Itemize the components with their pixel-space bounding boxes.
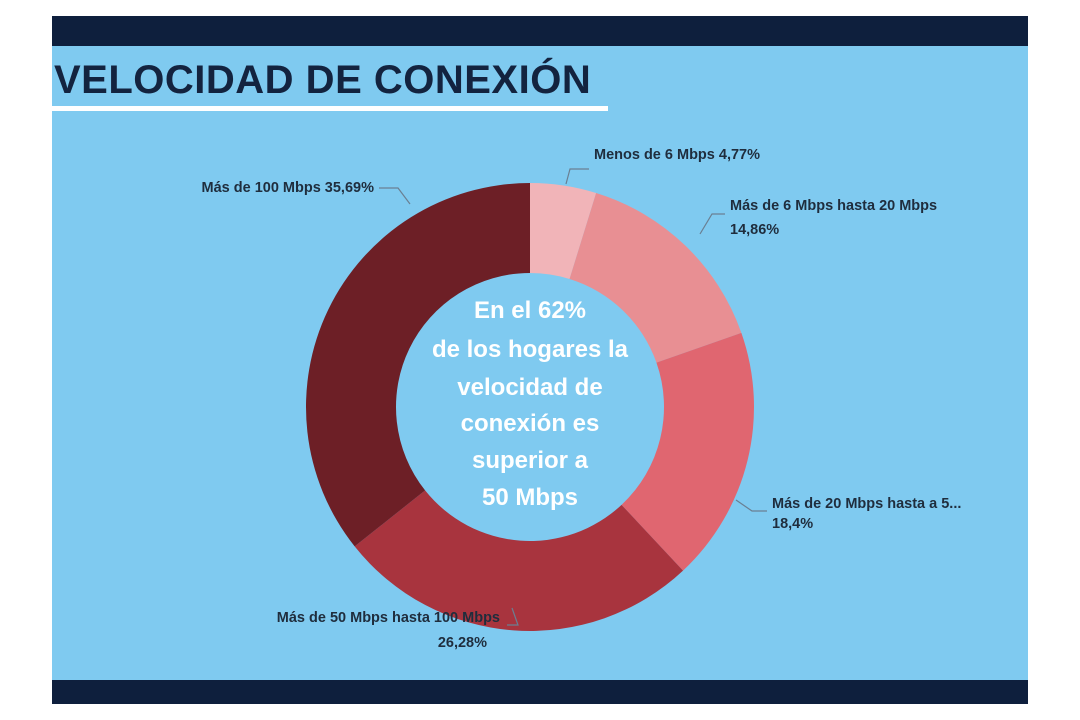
leader-line: [735, 499, 767, 512]
leader-line: [379, 187, 411, 205]
page-title: VELOCIDAD DE CONEXIÓN: [54, 58, 592, 102]
bottom-bar: [52, 680, 1028, 704]
donut-chart: Menos de 6 Mbps 4,77% Más de 6 Mbps hasta…: [202, 147, 962, 651]
title-underline: [52, 106, 608, 111]
center-text-line: velocidad de: [457, 374, 602, 401]
center-text-line: de los hogares la: [432, 336, 629, 363]
top-bar: [52, 16, 1028, 46]
donut-slice: [305, 183, 530, 547]
donut-slice: [569, 192, 742, 363]
center-text-line: En el 62%: [474, 297, 586, 324]
center-text-line: 50 Mbps: [482, 484, 578, 511]
leader-line: [565, 168, 589, 185]
slice-data-label: Más de 50 Mbps hasta 100 Mbps: [277, 610, 500, 626]
infographic-panel: VELOCIDAD DE CONEXIÓN Menos de 6 Mbps 4,…: [52, 16, 1028, 704]
slice-data-label: 14,86%: [730, 222, 779, 238]
slice-data-label: 18,4%: [772, 516, 813, 532]
slice-data-label: 26,28%: [438, 635, 487, 651]
slice-data-label: Menos de 6 Mbps 4,77%: [594, 147, 760, 163]
donut-slice: [530, 183, 597, 279]
center-text-line: superior a: [472, 447, 589, 474]
leader-line: [507, 607, 519, 626]
donut-slice: [354, 490, 684, 631]
slice-data-label: Más de 20 Mbps hasta a 5...: [772, 496, 961, 512]
donut-slice: [621, 332, 754, 571]
center-text-line: conexión es: [461, 410, 600, 437]
slice-data-label: Más de 6 Mbps hasta 20 Mbps: [730, 198, 937, 214]
slice-data-label: Más de 100 Mbps 35,69%: [202, 180, 375, 196]
leader-line: [699, 213, 725, 235]
